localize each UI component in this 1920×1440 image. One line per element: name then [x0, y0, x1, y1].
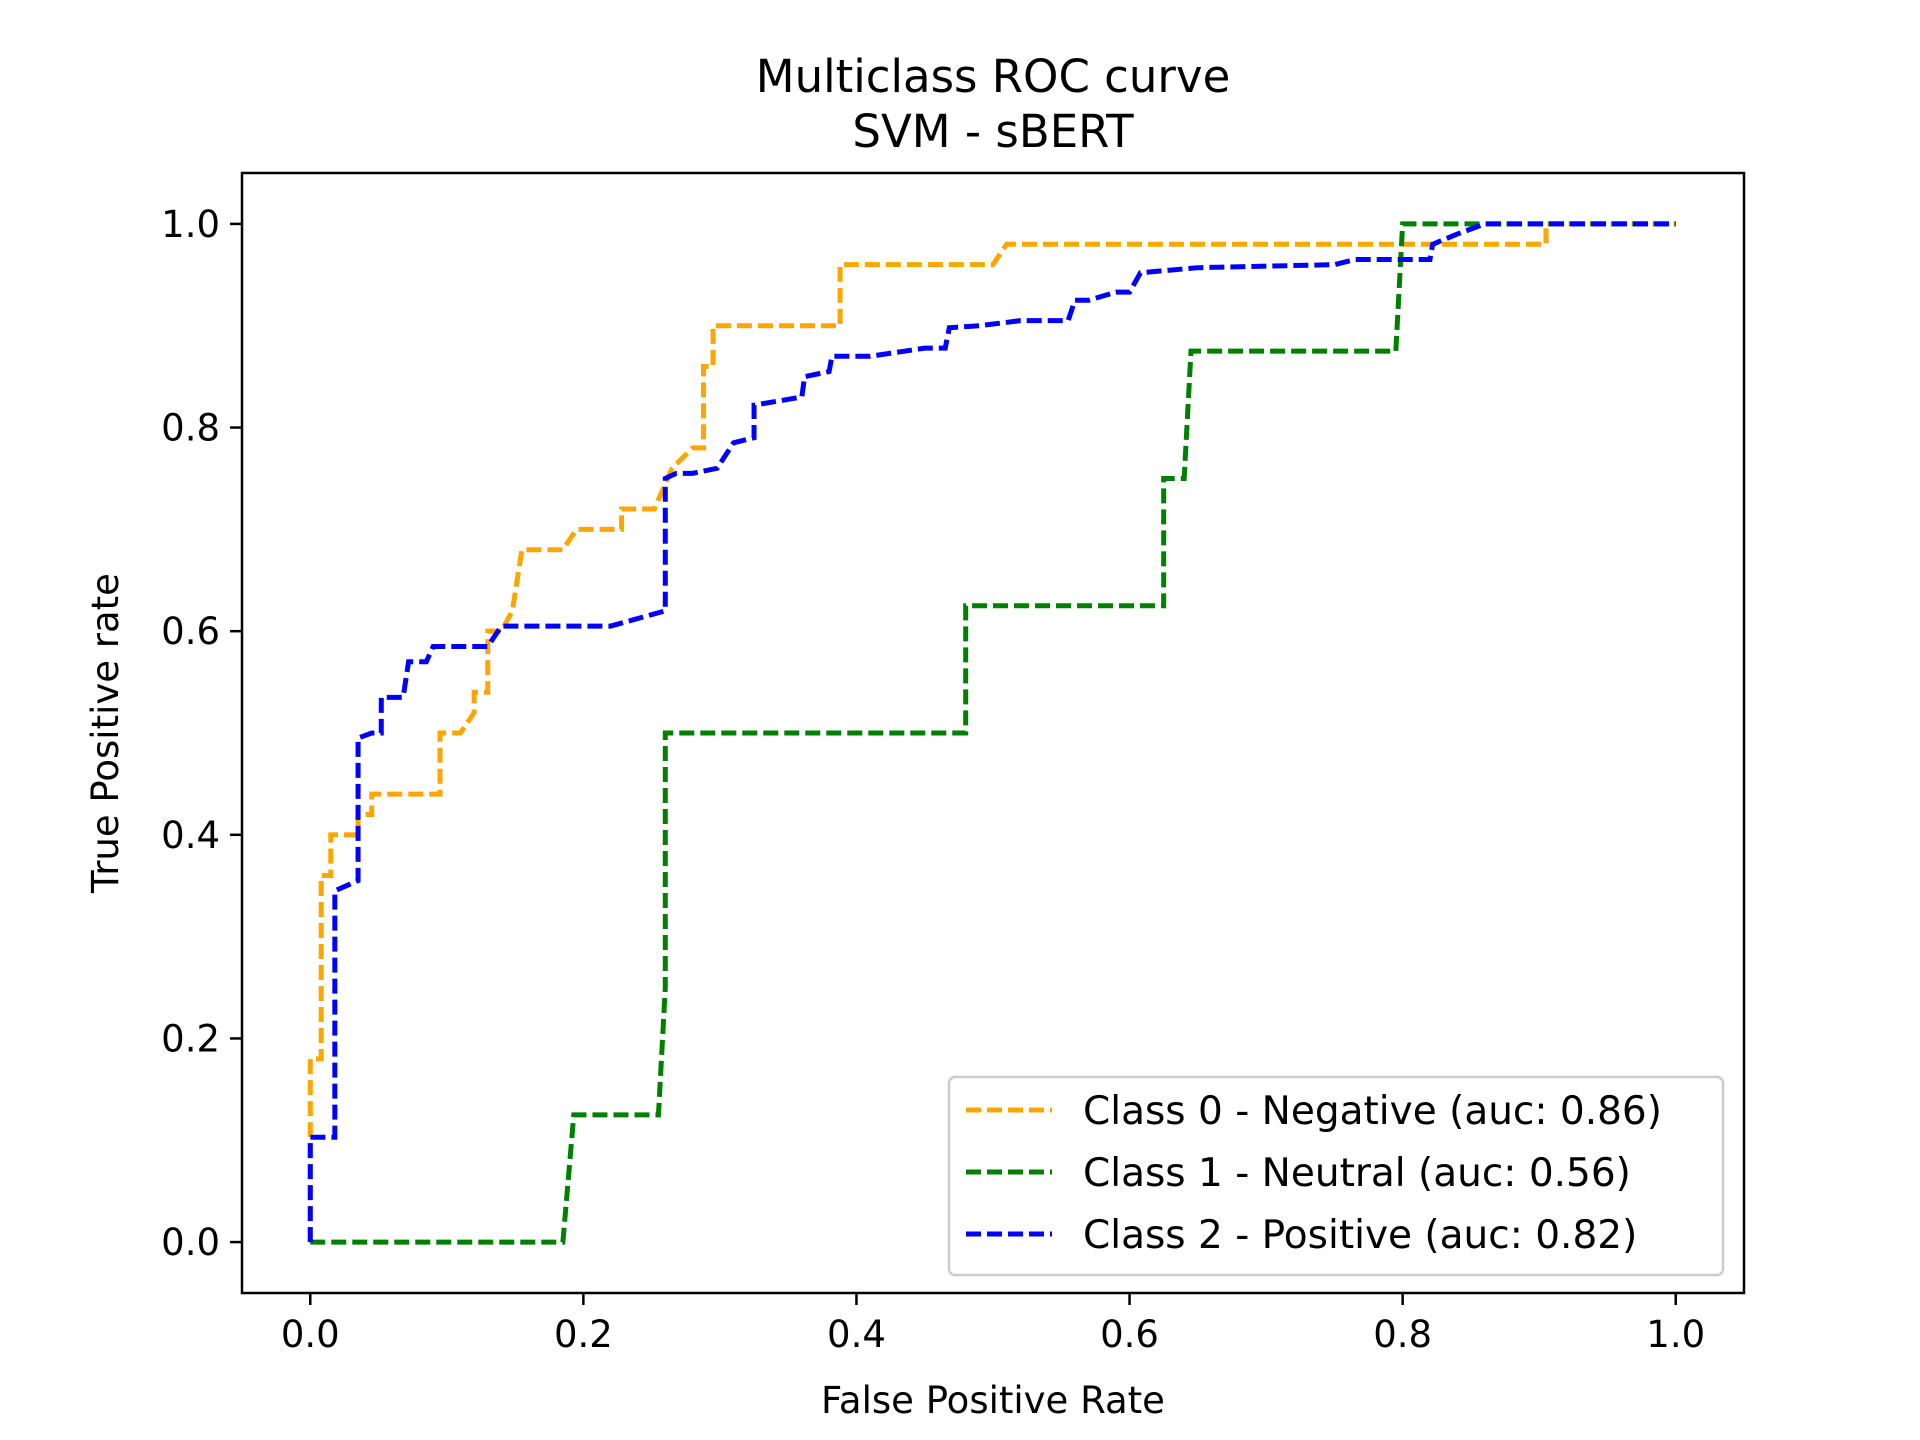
- legend-label-class-0: Class 0 - Negative (auc: 0.86): [1083, 1089, 1662, 1134]
- x-tick-label: 0.2: [554, 1313, 613, 1356]
- x-tick-label: 0.6: [1100, 1313, 1159, 1356]
- y-tick-label: 0.8: [161, 407, 220, 450]
- x-tick-label: 0.0: [281, 1313, 340, 1356]
- plot-area-frame: [240, 171, 1746, 1295]
- y-tick-label: 0.6: [161, 610, 220, 653]
- y-tick-label: 0.0: [161, 1221, 220, 1264]
- chart-title: Multiclass ROC curve: [756, 50, 1231, 103]
- x-axis-label: False Positive Rate: [821, 1379, 1165, 1422]
- y-axis-ticks: 0.0 0.2 0.4 0.6 0.8 1.0: [161, 203, 242, 1264]
- legend-box: [947, 1075, 1725, 1277]
- roc-curve-class-0: [307, 221, 1676, 1243]
- y-tick-label: 0.2: [161, 1017, 220, 1060]
- legend: Class 0 - Negative (auc: 0.86) Class 1 -…: [947, 1075, 1725, 1277]
- y-axis-label: True Positive rate: [84, 573, 127, 894]
- y-tick-label: 1.0: [161, 203, 220, 246]
- series-layer: [307, 221, 1676, 1245]
- x-tick-label: 0.4: [827, 1313, 886, 1356]
- y-tick-label: 0.4: [161, 814, 220, 857]
- legend-label-class-2: Class 2 - Positive (auc: 0.82): [1083, 1213, 1637, 1258]
- roc-curve-class-2: [307, 221, 1676, 1243]
- x-tick-label: 0.8: [1373, 1313, 1432, 1356]
- x-axis-ticks: 0.0 0.2 0.4 0.6 0.8 1.0: [281, 1293, 1705, 1356]
- x-tick-label: 1.0: [1646, 1313, 1705, 1356]
- legend-label-class-1: Class 1 - Neutral (auc: 0.56): [1083, 1151, 1631, 1196]
- roc-curve-class-1: [310, 221, 1676, 1245]
- chart-subtitle: SVM - sBERT: [852, 105, 1134, 158]
